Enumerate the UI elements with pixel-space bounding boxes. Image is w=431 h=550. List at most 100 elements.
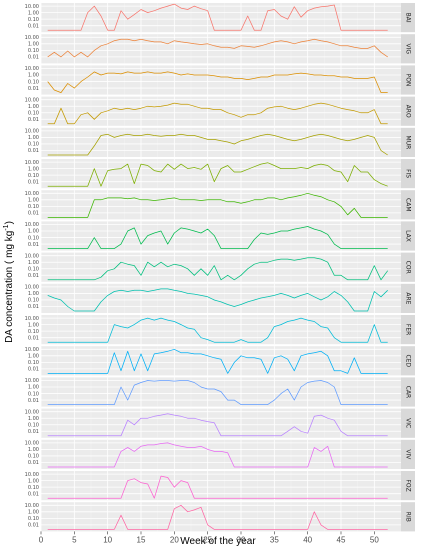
- y-tick-label: 1.00: [28, 166, 39, 172]
- y-tick-label: 0.10: [28, 454, 39, 460]
- y-tick-label: 10.00: [25, 409, 39, 415]
- y-tick-label: 1.00: [28, 510, 39, 516]
- facet-strip: [401, 439, 415, 469]
- x-tick-label: 20: [170, 535, 179, 544]
- y-tick-label: 0.01: [28, 335, 39, 341]
- y-tick-label: 10.00: [25, 191, 39, 197]
- series-line-foz: [47, 475, 388, 499]
- facet-strip-label: PON: [405, 74, 412, 87]
- facet-strip: [401, 315, 415, 345]
- y-tick-label: 10.00: [25, 66, 39, 72]
- y-tick-label: 1.00: [28, 198, 39, 204]
- y-tick-label: 0.01: [28, 55, 39, 61]
- series-line-bai: [47, 3, 388, 31]
- y-tick-label: 0.01: [28, 304, 39, 310]
- facet-strip: [401, 471, 415, 501]
- y-tick-label: 0.01: [28, 23, 39, 29]
- y-tick-label: 0.01: [28, 242, 39, 248]
- y-tick-label: 0.01: [28, 86, 39, 92]
- y-tick-label: 1.00: [28, 291, 39, 297]
- series-line-viv: [47, 442, 388, 468]
- facet-strip: [401, 65, 415, 95]
- x-tick-label: 5: [72, 535, 77, 544]
- facet-strip-label: CED: [405, 354, 412, 367]
- y-tick-label: 1.00: [28, 354, 39, 360]
- panel-background: [41, 65, 401, 95]
- y-tick-label: 10.00: [25, 378, 39, 384]
- series-line-mur: [47, 133, 388, 156]
- panel-background: [41, 34, 401, 64]
- series-line-cam: [47, 192, 388, 218]
- facet-strip: [401, 190, 415, 220]
- x-tick-label: 15: [137, 535, 146, 544]
- y-tick-label: 10.00: [25, 160, 39, 166]
- y-tick-label: 0.01: [28, 273, 39, 279]
- y-tick-label: 1.00: [28, 322, 39, 328]
- series-line-pon: [47, 71, 388, 93]
- facet-strip: [401, 346, 415, 376]
- series-line-fer: [47, 317, 388, 343]
- panel-background: [41, 439, 401, 469]
- y-tick-label: 10.00: [25, 441, 39, 447]
- y-tick-label: 1.00: [28, 229, 39, 235]
- x-tick-label: 45: [337, 535, 346, 544]
- x-tick-label: 25: [203, 535, 212, 544]
- series-line-aro: [47, 102, 388, 125]
- facet-strip-label: FIS: [405, 169, 412, 178]
- facet-panels: 0.010.101.0010.00BAI0.010.101.0010.00VIG…: [25, 3, 415, 532]
- series-line-lax: [47, 226, 388, 249]
- y-tick-label: 0.10: [28, 329, 39, 335]
- y-tick-label: 1.00: [28, 478, 39, 484]
- facet-strip-label: LAX: [405, 230, 412, 242]
- panel-background: [41, 221, 401, 251]
- facet-strip-label: VIC: [405, 418, 412, 428]
- y-tick-label: 10.00: [25, 347, 39, 353]
- y-tick-label: 10.00: [25, 35, 39, 41]
- x-tick-label: 30: [237, 535, 246, 544]
- y-axis-title-main: DA concentration ( mg kg: [4, 231, 15, 343]
- y-tick-label: 0.10: [28, 485, 39, 491]
- series-line-cor: [47, 257, 389, 281]
- facet-strip-label: CAR: [405, 386, 412, 398]
- y-tick-label: 0.01: [28, 429, 39, 435]
- y-tick-label: 0.10: [28, 173, 39, 179]
- facet-strip-label: VIG: [405, 44, 412, 55]
- y-tick-label: 10.00: [25, 97, 39, 103]
- y-tick-label: 1.00: [28, 447, 39, 453]
- facet-strip-label: ARE: [405, 292, 412, 304]
- y-axis-title: DA concentration ( mg kg-1): [3, 221, 15, 343]
- y-tick-label: 10.00: [25, 222, 39, 228]
- y-tick-label: 1.00: [28, 10, 39, 16]
- x-tick-label: 10: [103, 535, 112, 544]
- y-tick-label: 0.01: [28, 179, 39, 185]
- y-tick-label: 0.10: [28, 48, 39, 54]
- panel-background: [41, 408, 401, 438]
- panel-background: [41, 159, 401, 189]
- panel-background: [41, 502, 401, 532]
- panel-background: [41, 315, 401, 345]
- panel-background: [41, 471, 401, 501]
- facet-strip-label: VIV: [405, 449, 412, 460]
- series-line-fis: [47, 162, 388, 187]
- series-line-vic: [47, 413, 388, 437]
- y-tick-label: 10.00: [25, 503, 39, 509]
- y-tick-label: 0.01: [28, 523, 39, 529]
- facet-strip: [401, 221, 415, 251]
- facet-strip-label: BAI: [405, 13, 412, 23]
- y-tick-label: 0.01: [28, 148, 39, 154]
- series-line-vig: [47, 38, 388, 58]
- facet-strip-label: ARO: [405, 105, 412, 118]
